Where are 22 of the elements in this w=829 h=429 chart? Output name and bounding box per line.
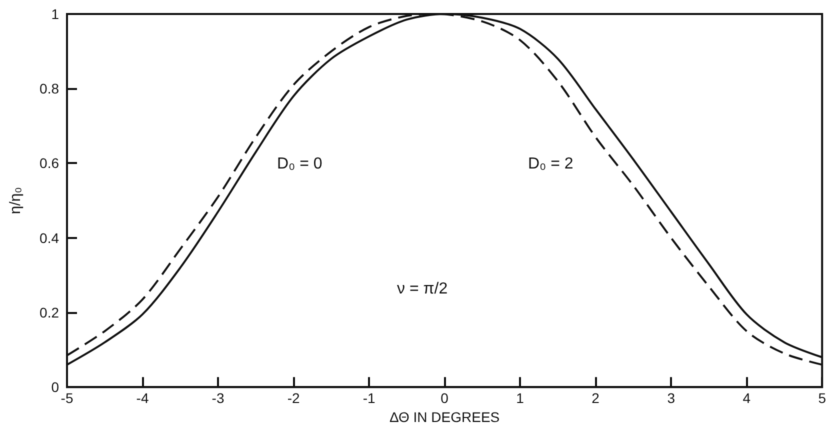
x-tick-label: -5 xyxy=(60,390,74,406)
y-tick-label: 0.8 xyxy=(40,80,60,97)
y-tick-label: 0 xyxy=(51,379,60,396)
x-tick-label: -2 xyxy=(287,390,300,406)
x-tick-label: 3 xyxy=(667,390,676,406)
x-tick-label: -4 xyxy=(136,390,149,406)
y-tick-label: 0.4 xyxy=(40,230,60,246)
x-axis-title: ΔΘ IN DEGREES xyxy=(389,409,500,425)
y-axis-title: η/η₀ xyxy=(7,187,24,214)
x-tick-label: 5 xyxy=(818,390,826,406)
x-tick-label: 0 xyxy=(440,390,449,406)
x-tick-label: 1 xyxy=(516,390,524,406)
x-tick-label: 2 xyxy=(592,390,600,406)
x-tick-label: -1 xyxy=(362,390,376,406)
x-tick-label: 4 xyxy=(742,390,751,406)
annotation: D₀ = 2 xyxy=(528,156,574,172)
y-tick-label: 0.2 xyxy=(40,304,60,320)
y-tick-label: 1 xyxy=(51,6,60,22)
x-tick-label: -3 xyxy=(212,390,224,406)
y-tick-label: 0.6 xyxy=(40,155,60,172)
annotation: ν = π/2 xyxy=(397,280,448,298)
annotation: D₀ = 0 xyxy=(277,156,322,172)
